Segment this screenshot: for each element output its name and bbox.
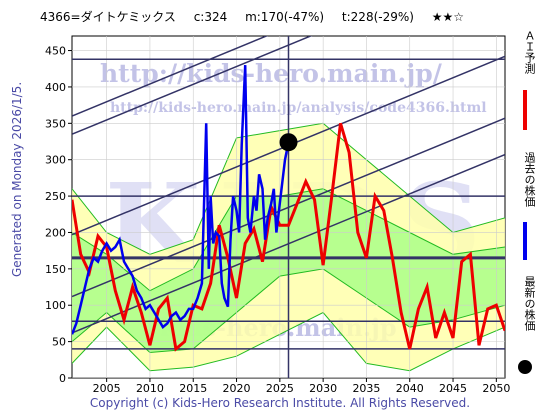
title-median: m:170(-47%) (245, 10, 325, 24)
x-tick-label-2035: 2035 (352, 382, 380, 395)
legend-past: 過去の株価 (517, 152, 539, 262)
x-tick-label-2005: 2005 (93, 382, 121, 395)
y-tick-label-200: 200 (45, 226, 66, 239)
x-tick-label-2010: 2010 (136, 382, 164, 395)
latest-price-dot (279, 133, 298, 152)
legend-latest-label: 最新の株価 (523, 276, 536, 331)
y-tick-label-150: 150 (45, 263, 66, 276)
x-axis: 2005 2010 2015 2020 2025 2030 2035 2040 2045 2050 (93, 378, 510, 395)
title-code: 4366=ダイトケミックス (40, 10, 176, 24)
channel-line-0 (72, 36, 269, 117)
x-tick-label-2015: 2015 (179, 382, 207, 395)
legend: ＡＩ予測 過去の株価 最新の株価 (517, 30, 539, 380)
y-tick-label-350: 350 (45, 117, 66, 130)
latest-price-group (279, 133, 298, 152)
legend-latest-dot (518, 360, 532, 374)
legend-latest: 最新の株価 (517, 276, 539, 380)
watermark-url: http://kids-hero.main.jp/ (100, 59, 443, 88)
y-tick-label-50: 50 (52, 336, 66, 349)
legend-past-label: 過去の株価 (523, 152, 536, 207)
y-tick-label-100: 100 (45, 299, 66, 312)
copyright: Copyright (c) Kids-Hero Research Institu… (89, 396, 471, 410)
past-price-series (72, 65, 290, 335)
y-tick-label-300: 300 (45, 154, 66, 167)
legend-ai: ＡＩ予測 (517, 30, 539, 140)
y-tick-label-400: 400 (45, 81, 66, 94)
x-tick-label-2020: 2020 (223, 382, 251, 395)
title-current: c:324 (193, 10, 228, 24)
past-price-line (72, 65, 290, 335)
legend-past-swatch (523, 222, 527, 260)
x-tick-label-2030: 2030 (309, 382, 337, 395)
y-axis: 0 50 100 150 200 250 300 350 400 450 (45, 45, 72, 385)
ai-forecast-series (72, 122, 505, 352)
x-tick-label-2025: 2025 (266, 382, 294, 395)
legend-ai-label: ＡＩ予測 (523, 30, 536, 74)
watermark-url-2: http://kids-hero.main.jp/analysis/code43… (110, 100, 487, 116)
y-tick-label-0: 0 (59, 372, 66, 385)
legend-ai-swatch (523, 90, 527, 130)
y-tick-label-450: 450 (45, 45, 66, 58)
y-tick-label-250: 250 (45, 190, 66, 203)
generated-date: Generated on Monday 2026/1/5. (10, 81, 24, 277)
x-tick-label-2045: 2045 (439, 382, 467, 395)
ai-forecast-line (72, 122, 505, 352)
x-tick-label-2040: 2040 (396, 382, 424, 395)
title-stars: ★★☆ (431, 10, 465, 24)
chart-title: 4366=ダイトケミックス c:324 m:170(-47%) t:228(-2… (40, 8, 478, 25)
title-target: t:228(-29%) (341, 10, 414, 24)
x-tick-label-2050: 2050 (482, 382, 510, 395)
